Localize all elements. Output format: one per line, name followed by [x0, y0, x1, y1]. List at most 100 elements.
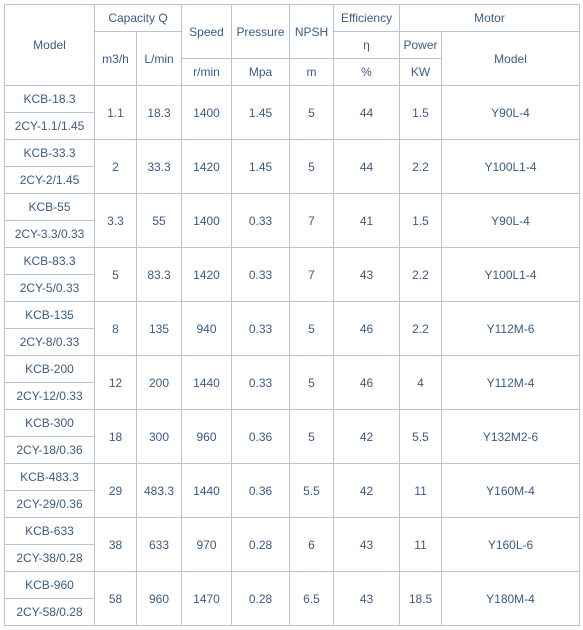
model-cell: 2CY-2/1.45 [5, 167, 95, 194]
lmin-cell: 200 [137, 356, 182, 410]
press-cell: 0.33 [232, 194, 290, 248]
header-m3h: m3/h [95, 32, 137, 86]
motor-cell: Y180M-4 [442, 572, 580, 626]
model-cell: KCB-33.3 [5, 140, 95, 167]
header-lmin: L/min [137, 32, 182, 86]
speed-cell: 1420 [182, 248, 232, 302]
eff-cell: 44 [334, 86, 400, 140]
speed-cell: 1420 [182, 140, 232, 194]
press-cell: 0.36 [232, 464, 290, 518]
motor-cell: Y132M2-6 [442, 410, 580, 464]
eff-cell: 42 [334, 464, 400, 518]
lmin-cell: 960 [137, 572, 182, 626]
model-cell: KCB-18.3 [5, 86, 95, 113]
header-speed: Speed [182, 5, 232, 59]
eff-cell: 42 [334, 410, 400, 464]
model-cell: KCB-300 [5, 410, 95, 437]
header-pressure-unit: Mpa [232, 59, 290, 86]
header-npsh-unit: m [290, 59, 334, 86]
header-pressure: Pressure [232, 5, 290, 59]
speed-cell: 960 [182, 410, 232, 464]
m3h-cell: 5 [95, 248, 137, 302]
model-cell: 2CY-58/0.28 [5, 599, 95, 626]
header-capacity: Capacity Q [95, 5, 182, 32]
model-cell: 2CY-8/0.33 [5, 329, 95, 356]
press-cell: 0.33 [232, 356, 290, 410]
header-speed-unit: r/min [182, 59, 232, 86]
lmin-cell: 135 [137, 302, 182, 356]
header-power: Power [400, 32, 442, 59]
npsh-cell: 6.5 [290, 572, 334, 626]
model-cell: 2CY-3.3/0.33 [5, 221, 95, 248]
power-cell: 2.2 [400, 302, 442, 356]
eff-cell: 41 [334, 194, 400, 248]
m3h-cell: 2 [95, 140, 137, 194]
npsh-cell: 5 [290, 140, 334, 194]
power-cell: 18.5 [400, 572, 442, 626]
power-cell: 11 [400, 464, 442, 518]
press-cell: 0.33 [232, 302, 290, 356]
npsh-cell: 5.5 [290, 464, 334, 518]
m3h-cell: 3.3 [95, 194, 137, 248]
power-cell: 4 [400, 356, 442, 410]
lmin-cell: 633 [137, 518, 182, 572]
speed-cell: 940 [182, 302, 232, 356]
lmin-cell: 83.3 [137, 248, 182, 302]
press-cell: 0.33 [232, 248, 290, 302]
motor-cell: Y112M-6 [442, 302, 580, 356]
npsh-cell: 6 [290, 518, 334, 572]
model-cell: KCB-200 [5, 356, 95, 383]
speed-cell: 1470 [182, 572, 232, 626]
eff-cell: 44 [334, 140, 400, 194]
power-cell: 2.2 [400, 248, 442, 302]
power-cell: 1.5 [400, 86, 442, 140]
m3h-cell: 38 [95, 518, 137, 572]
m3h-cell: 18 [95, 410, 137, 464]
press-cell: 0.28 [232, 572, 290, 626]
motor-cell: Y100L1-4 [442, 140, 580, 194]
eff-cell: 46 [334, 356, 400, 410]
model-cell: KCB-633 [5, 518, 95, 545]
power-cell: 5.5 [400, 410, 442, 464]
lmin-cell: 33.3 [137, 140, 182, 194]
eff-cell: 43 [334, 572, 400, 626]
header-eta: η [334, 32, 400, 59]
model-cell: KCB-483.3 [5, 464, 95, 491]
eff-cell: 46 [334, 302, 400, 356]
model-cell: KCB-135 [5, 302, 95, 329]
model-cell: KCB-960 [5, 572, 95, 599]
motor-cell: Y160M-4 [442, 464, 580, 518]
model-cell: 2CY-38/0.28 [5, 545, 95, 572]
motor-cell: Y90L-4 [442, 86, 580, 140]
speed-cell: 1440 [182, 356, 232, 410]
m3h-cell: 29 [95, 464, 137, 518]
lmin-cell: 18.3 [137, 86, 182, 140]
motor-cell: Y160L-6 [442, 518, 580, 572]
header-npsh: NPSH [290, 5, 334, 59]
press-cell: 0.28 [232, 518, 290, 572]
speed-cell: 1400 [182, 86, 232, 140]
m3h-cell: 12 [95, 356, 137, 410]
npsh-cell: 5 [290, 86, 334, 140]
header-motor-model: Model [442, 32, 580, 86]
npsh-cell: 5 [290, 410, 334, 464]
motor-cell: Y112M-4 [442, 356, 580, 410]
npsh-cell: 5 [290, 356, 334, 410]
model-cell: 2CY-5/0.33 [5, 275, 95, 302]
power-cell: 1.5 [400, 194, 442, 248]
power-cell: 11 [400, 518, 442, 572]
header-power-unit: KW [400, 59, 442, 86]
npsh-cell: 5 [290, 302, 334, 356]
model-cell: KCB-55 [5, 194, 95, 221]
npsh-cell: 7 [290, 248, 334, 302]
lmin-cell: 55 [137, 194, 182, 248]
header-motor: Motor [400, 5, 580, 32]
speed-cell: 970 [182, 518, 232, 572]
press-cell: 0.36 [232, 410, 290, 464]
model-cell: 2CY-29/0.36 [5, 491, 95, 518]
speed-cell: 1400 [182, 194, 232, 248]
lmin-cell: 300 [137, 410, 182, 464]
m3h-cell: 1.1 [95, 86, 137, 140]
eff-cell: 43 [334, 518, 400, 572]
m3h-cell: 8 [95, 302, 137, 356]
